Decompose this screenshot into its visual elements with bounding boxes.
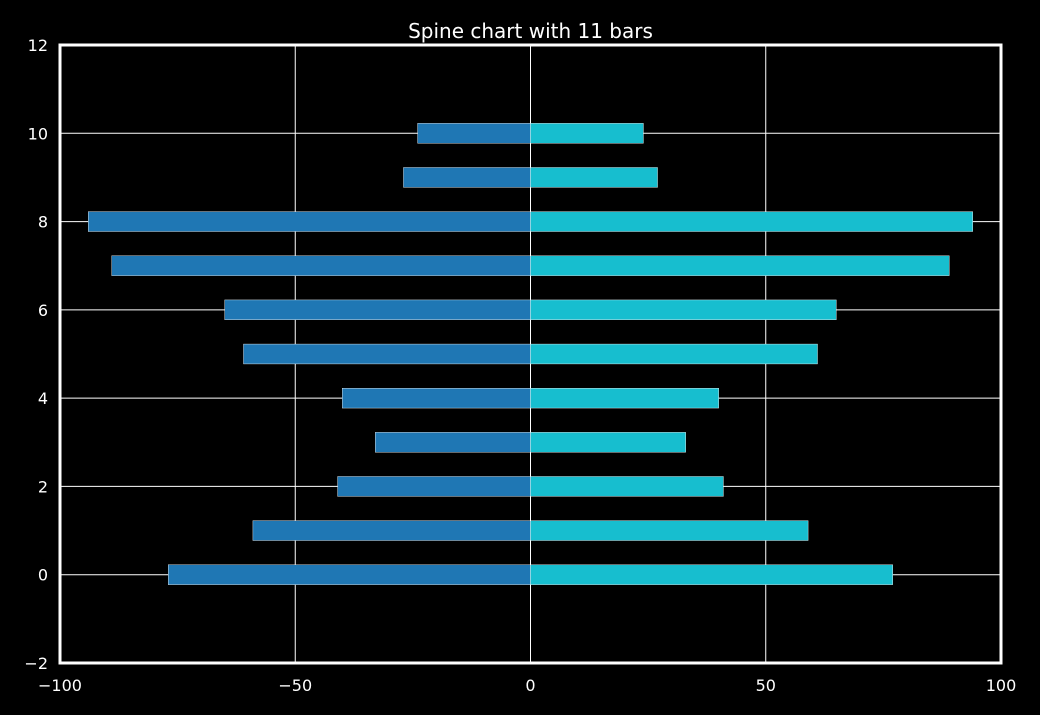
left-bar-5	[243, 343, 531, 365]
right-bar-3	[530, 432, 686, 453]
y-tick-label-1: 0	[38, 566, 48, 585]
y-tick-label-3: 4	[38, 389, 48, 408]
left-bar-6	[224, 299, 531, 320]
right-bar-2	[530, 476, 724, 497]
y-tick-label-7: 12	[28, 36, 48, 55]
x-tick-label-0: −100	[38, 676, 82, 695]
right-bar-1	[530, 520, 809, 541]
y-tick-label-6: 10	[28, 124, 48, 143]
chart-title: Spine chart with 11 bars	[408, 19, 653, 43]
right-bar-6	[530, 299, 837, 320]
y-tick-label-2: 2	[38, 477, 48, 496]
y-tick-label-5: 8	[38, 213, 48, 232]
left-bar-4	[342, 388, 531, 409]
left-bar-2	[337, 476, 531, 497]
bars	[88, 123, 973, 585]
left-bar-10	[417, 123, 531, 144]
x-tick-label-3: 50	[756, 676, 776, 695]
right-bar-10	[530, 123, 644, 144]
plot-area-frame	[58, 43, 1003, 665]
left-bar-1	[252, 520, 531, 541]
right-bar-5	[530, 343, 818, 365]
x-tick-label-2: 0	[525, 676, 535, 695]
left-bar-8	[88, 211, 531, 232]
left-bar-7	[111, 255, 531, 276]
right-bar-4	[530, 388, 719, 409]
left-bar-0	[168, 564, 531, 585]
left-bar-3	[375, 432, 531, 453]
y-tick-label-0: −2	[24, 654, 48, 673]
right-bar-9	[530, 167, 658, 188]
tick-labels: −100 −50 0 50 100 −2 0 2 4 6 8 10 12	[24, 36, 1016, 695]
y-tick-label-4: 6	[38, 301, 48, 320]
right-bar-7	[530, 255, 950, 276]
x-tick-label-4: 100	[986, 676, 1017, 695]
right-bar-0	[530, 564, 893, 585]
x-tick-label-1: −50	[278, 676, 312, 695]
right-bar-8	[530, 211, 973, 232]
left-bar-9	[403, 167, 531, 188]
